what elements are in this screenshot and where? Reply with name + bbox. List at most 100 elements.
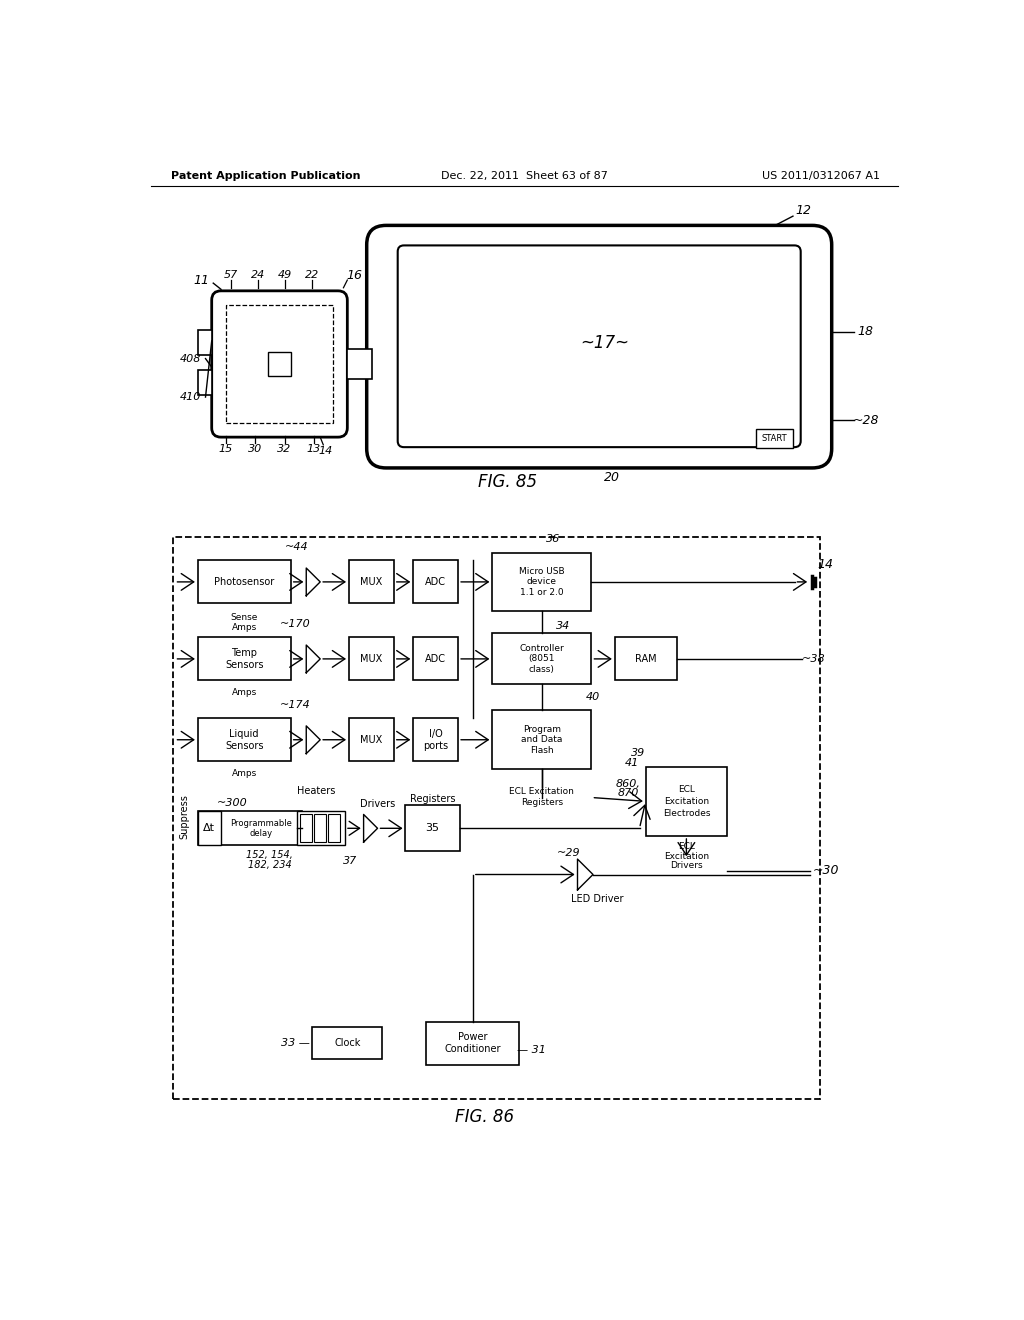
Text: ~29: ~29 [556,847,580,858]
Text: MUX: MUX [360,653,383,664]
Text: 870: 870 [617,788,639,797]
Text: FIG. 85: FIG. 85 [478,473,538,491]
Text: 16: 16 [346,269,362,282]
Bar [267,352,291,376]
Bar [198,560,291,603]
Text: ECL: ECL [678,842,695,851]
Text: Excitation: Excitation [664,797,709,805]
Bar [198,812,221,845]
Text: 39: 39 [631,748,645,758]
Bar [493,710,592,770]
Text: Suppress: Suppress [179,795,189,840]
Text: US 2011/0312067 A1: US 2011/0312067 A1 [762,172,880,181]
Text: Dec. 22, 2011  Sheet 63 of 87: Dec. 22, 2011 Sheet 63 of 87 [441,172,608,181]
Text: Registers: Registers [521,797,563,807]
Text: 30: 30 [248,444,262,454]
Text: 37: 37 [343,857,357,866]
Text: ~174: ~174 [280,700,310,710]
Text: 36: 36 [546,533,560,544]
Text: ~44: ~44 [285,543,309,552]
Text: 24: 24 [251,271,265,280]
Polygon shape [578,859,593,890]
Bar [406,805,460,851]
Text: RAM: RAM [635,653,656,664]
Text: ~30: ~30 [812,865,839,878]
Text: Drivers: Drivers [359,799,395,809]
Text: Amps: Amps [231,770,257,777]
Bar [198,638,291,681]
Text: I/O
ports: I/O ports [423,729,449,751]
Text: Sense
Amps: Sense Amps [230,612,258,632]
Text: Registers: Registers [410,795,456,804]
Bar [314,814,327,842]
Text: 14: 14 [817,558,834,572]
Bar [328,814,340,842]
Text: Photosensor: Photosensor [214,577,274,587]
Text: 14: 14 [318,446,333,455]
Text: 33 —: 33 — [281,1038,310,1048]
Text: Program
and Data
Flash: Program and Data Flash [521,725,562,755]
Text: 41: 41 [625,758,639,768]
Text: 40: 40 [586,693,600,702]
Bar [297,812,345,845]
Polygon shape [306,726,321,754]
Polygon shape [306,568,321,595]
Text: 860,: 860, [615,779,640,788]
FancyBboxPatch shape [212,290,347,437]
Text: Excitation: Excitation [664,851,709,861]
Polygon shape [306,645,321,673]
Bar [349,560,394,603]
Bar [493,553,592,611]
Text: Drivers: Drivers [670,861,702,870]
Text: Δt: Δt [204,824,215,833]
Text: MUX: MUX [360,735,383,744]
Bar [225,305,334,424]
FancyBboxPatch shape [397,246,801,447]
Bar [646,767,727,836]
Text: 49: 49 [279,271,293,280]
Bar [414,560,458,603]
Bar [173,537,820,1100]
Text: Power
Conditioner: Power Conditioner [444,1032,501,1053]
Text: LED Driver: LED Driver [570,894,624,904]
Text: Clock: Clock [334,1038,360,1048]
Text: ~28: ~28 [853,413,879,426]
Bar [198,370,212,395]
Bar [614,638,677,681]
Text: ADC: ADC [425,653,446,664]
Bar [414,718,458,762]
Text: — 31: — 31 [516,1045,546,1055]
Bar [414,638,458,681]
Text: Amps: Amps [231,688,257,697]
Text: 11: 11 [194,273,210,286]
Bar [198,718,291,762]
Bar [300,814,312,842]
Text: ADC: ADC [425,577,446,587]
Text: Programmable
delay: Programmable delay [230,818,292,838]
Text: 13: 13 [307,444,322,454]
Text: ~17~: ~17~ [581,334,629,352]
Text: FIG. 86: FIG. 86 [455,1107,514,1126]
Text: 20: 20 [604,471,621,483]
Text: 410: 410 [179,392,201,403]
Bar [349,638,394,681]
Text: 18: 18 [858,325,873,338]
Text: 15: 15 [218,444,232,454]
Bar [349,718,394,762]
Text: Temp
Sensors: Temp Sensors [225,648,263,669]
Text: Liquid
Sensors: Liquid Sensors [225,729,263,751]
Text: 408: 408 [179,354,201,363]
Text: Controller
(8051
class): Controller (8051 class) [519,644,564,673]
Text: ~170: ~170 [280,619,310,630]
Text: 152, 154,: 152, 154, [247,850,293,861]
Bar [347,348,372,379]
Bar [493,634,592,684]
Bar [198,812,302,845]
Text: 182, 234: 182, 234 [248,861,292,870]
Text: Patent Application Publication: Patent Application Publication [171,172,360,181]
Text: ECL Excitation: ECL Excitation [509,787,574,796]
Text: ~38: ~38 [802,653,825,664]
Bar [756,429,793,447]
Bar [312,1027,382,1059]
FancyBboxPatch shape [367,226,831,469]
